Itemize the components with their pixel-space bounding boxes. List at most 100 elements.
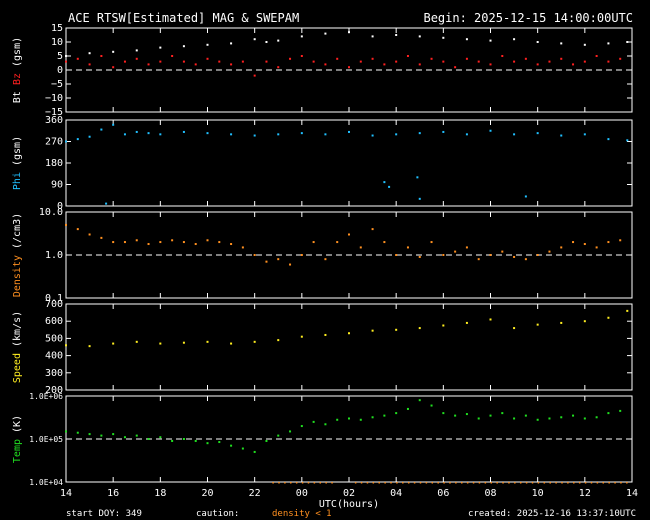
data-point [277, 66, 280, 69]
data-point [536, 132, 539, 135]
data-point [388, 185, 391, 188]
data-point [147, 132, 150, 135]
data-point [371, 134, 374, 137]
data-point [560, 57, 563, 60]
data-point [572, 63, 575, 66]
data-point [65, 55, 67, 57]
data-point [359, 246, 362, 249]
data-point [395, 328, 398, 331]
panel-1: 360 270 180 90 0 Phi (gsm) [12, 115, 633, 212]
y-tick-label: 90 [51, 180, 63, 191]
data-point [218, 60, 221, 63]
data-point [583, 43, 586, 46]
caution-marker [496, 482, 498, 484]
data-point [194, 439, 197, 442]
y-tick-label: 500 [45, 333, 63, 344]
data-point [442, 60, 445, 63]
data-point [135, 340, 138, 343]
data-point [159, 241, 162, 244]
caution-marker [531, 482, 534, 484]
series-0-0 [65, 31, 629, 57]
caution-marker [295, 482, 298, 484]
y-axis-label: Density (/cm3) [12, 213, 23, 297]
data-point [230, 63, 233, 66]
data-point [465, 321, 468, 324]
caution-marker [578, 482, 581, 484]
data-point [418, 327, 421, 330]
y-axis-label: Bt Bz (gsm) [12, 37, 23, 103]
x-tick-label: 08 [484, 488, 496, 499]
data-point [182, 60, 185, 63]
data-point [524, 414, 527, 417]
x-tick-label: 00 [296, 488, 308, 499]
data-point [477, 417, 480, 420]
caution-marker [466, 482, 469, 484]
data-point [105, 202, 108, 205]
data-point [418, 132, 421, 135]
data-point [88, 52, 91, 55]
data-point [324, 133, 327, 136]
data-point [265, 439, 268, 442]
data-point [88, 63, 91, 66]
y-tick-label: 1.0 [45, 250, 63, 261]
data-point [560, 42, 563, 45]
data-point [88, 345, 91, 348]
data-point [300, 335, 303, 338]
y-tick-label: 600 [45, 316, 63, 327]
data-point [430, 57, 433, 60]
data-point [489, 39, 492, 42]
y-axis-label: Phi (gsm) [12, 136, 23, 190]
data-point [477, 258, 480, 261]
y-tick-label: 5 [57, 51, 63, 62]
data-point [253, 38, 256, 41]
panel-2: 10.0 1.0 0.1 Density (/cm3) [12, 207, 633, 304]
caution-marker [384, 482, 386, 484]
data-point [406, 407, 409, 410]
y-tick-label: 1.0E+05 [29, 435, 63, 444]
x-tick-label: 06 [437, 488, 449, 499]
caution-marker [573, 482, 575, 484]
caution-marker [472, 482, 475, 484]
data-point [548, 250, 551, 253]
panel-0: 15 10 5 0 −5 −10 −15 Bt Bz (gsm) [12, 23, 633, 118]
created-time: created: 2025-12-16 13:37:10UTC [468, 509, 636, 519]
x-tick-label: 22 [249, 488, 261, 499]
data-point [289, 430, 292, 433]
y-axis-label-part: Temp [12, 439, 23, 463]
x-tick-label: 14 [626, 488, 638, 499]
caution-marker [537, 482, 540, 484]
data-point [465, 133, 468, 136]
data-point [513, 255, 516, 258]
data-point [371, 329, 374, 332]
data-point [583, 243, 586, 246]
y-tick-label: 360 [45, 115, 63, 126]
panels: 15 10 5 0 −5 −10 −15 Bt Bz (gsm) 360 270 180 90 0 Phi… [12, 23, 633, 487]
caution-marker [301, 482, 304, 484]
data-point [123, 241, 126, 244]
data-point [277, 39, 280, 42]
caution-marker [313, 482, 316, 484]
data-point [383, 181, 386, 184]
caution-marker [567, 482, 569, 484]
data-point [418, 255, 421, 258]
data-point [501, 55, 504, 57]
data-point [583, 60, 586, 63]
y-tick-label: 200 [45, 385, 63, 396]
caution-marker [508, 482, 510, 484]
data-point [324, 63, 327, 66]
caution-marker [602, 482, 605, 484]
data-point [76, 431, 79, 434]
data-point [619, 57, 622, 60]
data-point [230, 342, 233, 345]
data-point [230, 444, 233, 447]
data-point [123, 60, 126, 63]
y-tick-label: 1.0E+06 [29, 392, 63, 401]
caution-marker [478, 482, 481, 484]
data-point [583, 417, 586, 420]
data-point [442, 130, 445, 133]
data-point [135, 239, 138, 242]
data-point [65, 60, 67, 63]
series-0-1 [65, 55, 622, 77]
caution-marker [278, 482, 280, 484]
data-point [253, 450, 256, 453]
